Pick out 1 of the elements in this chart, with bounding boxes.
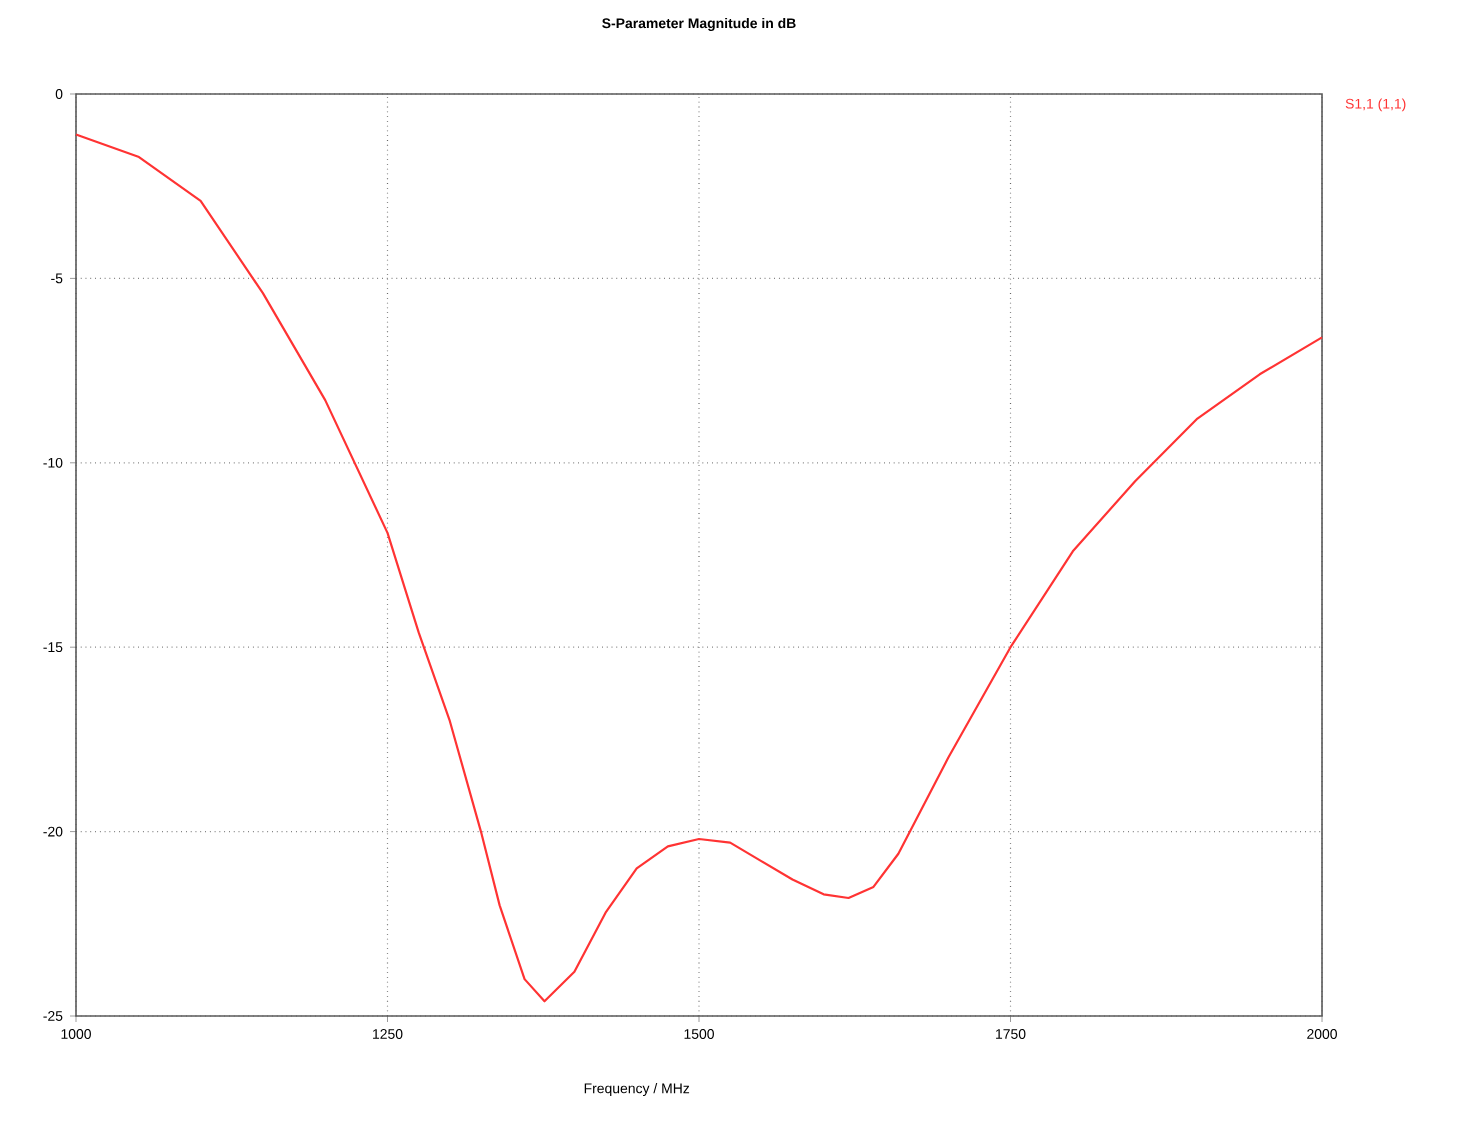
line-series — [74, 133, 1324, 1003]
